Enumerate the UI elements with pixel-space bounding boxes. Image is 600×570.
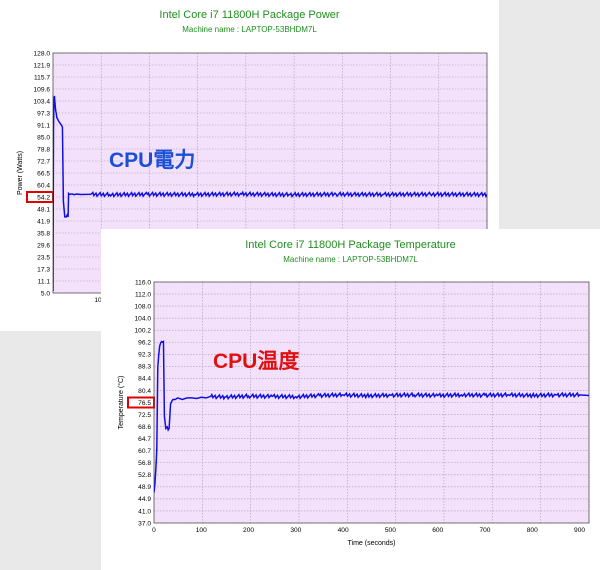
plot-border (153, 281, 590, 524)
x-axis-label: Time (seconds) (348, 540, 396, 547)
power-chart-title: Intel Core i7 11800H Package Power (159, 9, 340, 21)
y-tick-label: 103.4 (33, 98, 50, 105)
y-tick-label: 96.2 (138, 340, 151, 347)
temperature-chart-subtitle: Machine name : LAPTOP-53BHDM7L (283, 255, 418, 264)
y-axis-label: Temperature (°C) (117, 376, 125, 430)
y-tick-label: 54.2 (37, 194, 50, 201)
y-tick-label: 112.0 (135, 291, 151, 298)
x-tick-label: 300 (290, 527, 301, 534)
x-tick-label: 100 (196, 527, 207, 534)
series-line (53, 95, 487, 292)
y-tick-label: 128.0 (33, 50, 50, 57)
y-tick-label: 44.9 (138, 496, 151, 503)
y-tick-label: 84.4 (138, 376, 151, 383)
x-tick-label: 200 (243, 527, 254, 534)
x-tick-label: 700 (479, 527, 490, 534)
y-tick-label: 72.5 (138, 412, 151, 419)
y-tick-label: 100.2 (134, 328, 151, 335)
y-tick-label: 37.0 (138, 520, 151, 527)
y-tick-label: 78.8 (37, 146, 50, 153)
x-tick-label: 600 (432, 527, 443, 534)
y-tick-label: 56.8 (138, 460, 151, 467)
x-tick-label: 500 (385, 527, 396, 534)
x-tick-label: 400 (338, 527, 349, 534)
y-tick-label: 64.7 (138, 436, 151, 443)
y-tick-label: 48.1 (37, 206, 50, 213)
x-tick-label: 0 (152, 527, 156, 534)
y-tick-label: 104.0 (134, 315, 151, 322)
y-tick-label: 80.4 (138, 388, 151, 395)
y-tick-label: 72.7 (37, 158, 50, 165)
y-tick-label: 68.6 (138, 424, 151, 431)
y-tick-label: 66.5 (37, 170, 50, 177)
y-tick-label: 17.3 (37, 266, 50, 273)
y-tick-label: 41.9 (37, 218, 50, 225)
y-tick-label: 115.7 (34, 74, 50, 81)
y-tick-label: 29.6 (37, 242, 50, 249)
y-tick-label: 23.5 (37, 254, 50, 261)
y-tick-label: 116.0 (135, 279, 151, 286)
y-tick-label: 41.0 (138, 508, 151, 515)
power-annotation: CPU電力 (109, 149, 196, 172)
y-tick-label: 121.9 (33, 62, 50, 69)
y-tick-label: 108.0 (134, 303, 151, 310)
x-tick-label: 10 (94, 297, 102, 304)
temperature-chart-svg: 116.0 112.0 108.0 104.0 100.2 96.2 92.3 88.3 84.… (117, 279, 590, 547)
power-chart-subtitle: Machine name : LAPTOP-53BHDM7L (182, 25, 317, 34)
temperature-chart-title: Intel Core i7 11800H Package Temperature (245, 239, 456, 251)
power-chart-panel: Intel Core i7 11800H Package Power Machi… (0, 0, 499, 331)
y-tick-label: 60.7 (138, 448, 151, 455)
y-tick-label: 52.8 (138, 472, 151, 479)
y-tick-label: 35.8 (37, 230, 50, 237)
y-tick-label: 48.9 (138, 484, 151, 491)
y-tick-label: 85.0 (37, 134, 50, 141)
y-tick-label: 91.1 (37, 122, 50, 129)
y-tick-label: 97.3 (37, 110, 50, 117)
y-tick-label: 11.1 (38, 278, 51, 285)
temperature-chart-panel: Intel Core i7 11800H Package Temperature… (101, 229, 600, 570)
temperature-annotation: CPU温度 (213, 350, 300, 373)
y-tick-label: 92.3 (138, 352, 151, 359)
y-tick-label: 76.5 (138, 400, 151, 407)
y-tick-label: 109.6 (33, 86, 50, 93)
y-tick-label: 88.3 (138, 364, 151, 371)
x-tick-label: 900 (574, 527, 585, 534)
x-tick-label: 800 (527, 527, 538, 534)
y-axis-label: Power (Watts) (17, 151, 24, 195)
y-tick-label: 5.0 (41, 290, 50, 297)
y-tick-label: 60.4 (37, 182, 50, 189)
series-line (154, 340, 589, 493)
